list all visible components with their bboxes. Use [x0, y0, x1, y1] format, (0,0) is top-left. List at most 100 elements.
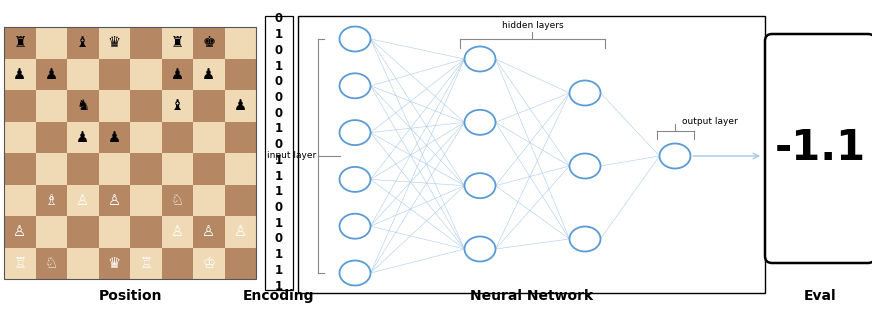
Text: ♟: ♟ [107, 130, 121, 145]
Ellipse shape [465, 110, 495, 135]
Bar [36, 153, 67, 184]
Text: 0: 0 [275, 201, 283, 214]
Text: input layer: input layer [267, 151, 316, 160]
Bar [4, 153, 36, 184]
Bar [130, 27, 161, 58]
Bar [99, 90, 130, 122]
Bar [130, 122, 161, 153]
Bar [4, 90, 36, 122]
Bar [224, 153, 256, 184]
Bar [36, 248, 67, 279]
Ellipse shape [339, 261, 371, 285]
Bar [161, 216, 193, 248]
Text: ♞: ♞ [76, 98, 89, 113]
Text: Neural Network: Neural Network [470, 289, 593, 303]
Bar [4, 122, 36, 153]
Bar [36, 216, 67, 248]
Bar [193, 58, 224, 90]
Text: ♗: ♗ [44, 193, 58, 208]
Text: ♘: ♘ [44, 256, 58, 271]
Ellipse shape [465, 47, 495, 72]
Ellipse shape [465, 173, 495, 198]
Bar [67, 27, 99, 58]
Bar [4, 248, 36, 279]
Bar [130, 153, 161, 184]
Text: ♙: ♙ [234, 224, 247, 239]
Bar [4, 58, 36, 90]
Bar [224, 27, 256, 58]
Text: 1: 1 [275, 28, 283, 41]
Bar [67, 122, 99, 153]
Ellipse shape [569, 154, 601, 179]
Text: ♚: ♚ [202, 35, 215, 50]
Bar [130, 90, 161, 122]
Text: Position: Position [99, 289, 161, 303]
Text: Encoding: Encoding [243, 289, 315, 303]
Bar [130, 248, 161, 279]
Ellipse shape [339, 73, 371, 98]
Text: 0: 0 [275, 75, 283, 88]
Text: 1: 1 [275, 217, 283, 230]
Text: 0: 0 [275, 107, 283, 120]
Bar [161, 184, 193, 216]
Bar [67, 216, 99, 248]
Bar [193, 27, 224, 58]
Ellipse shape [465, 236, 495, 262]
Ellipse shape [569, 81, 601, 105]
Text: ♜: ♜ [13, 35, 26, 50]
Text: ♜: ♜ [171, 35, 184, 50]
Bar [161, 153, 193, 184]
Text: output layer: output layer [682, 117, 738, 126]
Bar [265, 16, 293, 290]
Text: ♟: ♟ [234, 98, 247, 113]
Bar [193, 153, 224, 184]
Text: 0: 0 [275, 232, 283, 245]
Bar [67, 184, 99, 216]
Bar [161, 122, 193, 153]
Bar [99, 58, 130, 90]
Text: ♙: ♙ [76, 193, 89, 208]
Text: ♝: ♝ [171, 98, 184, 113]
FancyBboxPatch shape [765, 34, 872, 263]
Text: 0: 0 [275, 12, 283, 26]
Bar [224, 122, 256, 153]
Ellipse shape [339, 120, 371, 145]
Text: ♟: ♟ [13, 67, 26, 82]
Text: ♙: ♙ [202, 224, 215, 239]
Bar [224, 90, 256, 122]
Bar [130, 58, 161, 90]
Text: ♖: ♖ [140, 256, 153, 271]
Bar [36, 122, 67, 153]
Text: hidden layers: hidden layers [501, 21, 563, 30]
Bar [99, 122, 130, 153]
Bar [224, 58, 256, 90]
Text: 1: 1 [275, 264, 283, 277]
Text: ♙: ♙ [13, 224, 26, 239]
Text: ♙: ♙ [107, 193, 121, 208]
Bar [193, 248, 224, 279]
Text: 1: 1 [275, 280, 283, 293]
Bar [99, 184, 130, 216]
Bar [4, 184, 36, 216]
Text: 1: 1 [275, 123, 283, 136]
Text: ♙: ♙ [171, 224, 184, 239]
Bar [193, 122, 224, 153]
Bar [36, 27, 67, 58]
Bar [193, 90, 224, 122]
Bar [224, 184, 256, 216]
Bar [161, 27, 193, 58]
Bar [67, 58, 99, 90]
Bar [36, 90, 67, 122]
Text: 0: 0 [275, 44, 283, 57]
Text: ♟: ♟ [76, 130, 89, 145]
Text: 1: 1 [275, 185, 283, 198]
Text: 1: 1 [275, 60, 283, 72]
Bar [161, 58, 193, 90]
Ellipse shape [339, 167, 371, 192]
Bar [67, 153, 99, 184]
Ellipse shape [339, 26, 371, 52]
Bar [67, 90, 99, 122]
Text: 1: 1 [275, 169, 283, 183]
Bar [4, 216, 36, 248]
Bar [4, 27, 36, 58]
